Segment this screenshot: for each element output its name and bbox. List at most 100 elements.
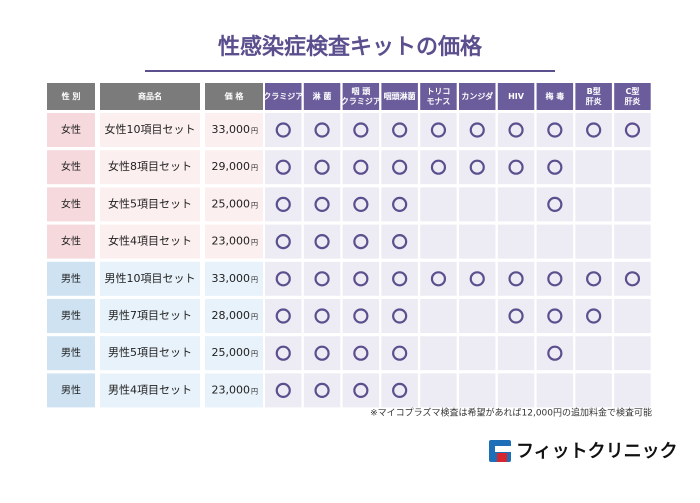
test-mark	[624, 122, 641, 138]
test-mark	[508, 122, 524, 138]
test-mark	[469, 122, 485, 138]
test-mark	[353, 196, 369, 212]
test-mark	[314, 159, 330, 175]
test-cell	[459, 113, 496, 147]
test-cell	[497, 224, 535, 259]
test-cell	[381, 336, 418, 371]
price: 29,000	[212, 160, 251, 173]
test-cell	[265, 187, 302, 222]
test-mark	[547, 159, 563, 175]
test-mark	[392, 122, 408, 138]
test-mark	[508, 159, 524, 175]
test-cell	[536, 261, 574, 296]
price-cell	[205, 150, 263, 185]
header-label: モナス	[426, 97, 450, 106]
logo-icon-accent	[497, 453, 507, 462]
test-mark	[392, 159, 408, 175]
test-mark	[508, 271, 524, 287]
price-cell	[205, 261, 263, 296]
test-cell	[342, 261, 380, 296]
price-cell	[205, 373, 263, 408]
test-cell	[381, 150, 418, 185]
header-label: 淋 菌	[313, 91, 332, 101]
sex-cell	[47, 336, 95, 371]
test-cell	[265, 224, 302, 259]
test-cell	[303, 336, 341, 371]
header-cell	[265, 83, 302, 110]
test-cell	[303, 261, 341, 296]
test-mark	[430, 122, 447, 138]
price-unit: 円	[251, 201, 258, 209]
price-cell	[205, 187, 263, 222]
price-unit: 円	[251, 387, 258, 395]
price-unit: 円	[251, 276, 258, 284]
test-mark	[275, 196, 291, 212]
test-mark	[469, 271, 485, 287]
header-label: 商品名	[138, 91, 162, 101]
test-mark	[392, 234, 408, 250]
test-cell	[265, 113, 302, 147]
header-label: C型	[626, 86, 640, 96]
test-mark	[353, 345, 369, 361]
test-mark	[547, 196, 563, 212]
test-cell	[381, 187, 418, 222]
test-mark	[586, 271, 602, 287]
test-mark	[547, 122, 563, 138]
brand: フィットクリニック	[516, 441, 678, 462]
test-cell	[575, 299, 612, 333]
test-mark	[547, 308, 563, 324]
test-cell	[420, 150, 457, 185]
test-cell	[497, 113, 535, 147]
header-cell	[303, 83, 341, 110]
test-mark	[469, 159, 485, 175]
header-label: クラミジア	[263, 91, 303, 101]
sex-cell	[47, 373, 95, 408]
header-cell	[614, 83, 651, 110]
test-cell	[342, 336, 380, 371]
test-mark	[314, 234, 330, 250]
header-label: 咽 頭	[351, 87, 371, 96]
test-cell	[459, 299, 496, 333]
test-cell	[303, 299, 341, 333]
test-cell	[575, 373, 612, 408]
logo: フィットクリニック	[489, 440, 678, 462]
test-cell	[536, 299, 574, 333]
sex: 女性	[61, 123, 81, 136]
test-cell	[497, 373, 535, 408]
test-cell	[420, 113, 457, 147]
test-mark	[353, 382, 369, 398]
header-cell	[497, 83, 535, 110]
test-cell	[497, 187, 535, 222]
price: 33,000	[212, 123, 251, 136]
test-mark	[430, 271, 447, 287]
sex: 男性	[61, 272, 81, 285]
test-mark	[353, 234, 369, 250]
name-cell	[100, 150, 200, 185]
test-mark	[353, 271, 369, 287]
test-cell	[536, 113, 574, 147]
header-label: クラミジア	[341, 96, 381, 106]
header-label: 梅 毒	[545, 91, 564, 101]
test-cell	[614, 373, 651, 408]
product-name: 女性5項目セット	[108, 196, 192, 210]
test-mark	[275, 308, 291, 324]
sex-cell	[47, 299, 95, 333]
test-cell	[342, 113, 380, 147]
title: 性感染症検査キットの価格	[218, 34, 483, 60]
test-mark	[314, 271, 330, 287]
price-unit: 円	[251, 164, 258, 172]
test-mark	[392, 196, 408, 212]
test-cell	[575, 150, 612, 185]
test-mark	[392, 308, 408, 324]
test-mark	[275, 345, 291, 361]
price-cell	[205, 336, 263, 371]
test-cell	[265, 261, 302, 296]
test-mark	[353, 159, 369, 175]
sex: 女性	[61, 197, 81, 210]
test-cell	[614, 187, 651, 222]
test-mark	[586, 122, 602, 138]
test-mark	[353, 122, 369, 138]
test-cell	[497, 299, 535, 333]
test-cell	[381, 224, 418, 259]
sex: 女性	[61, 235, 81, 248]
